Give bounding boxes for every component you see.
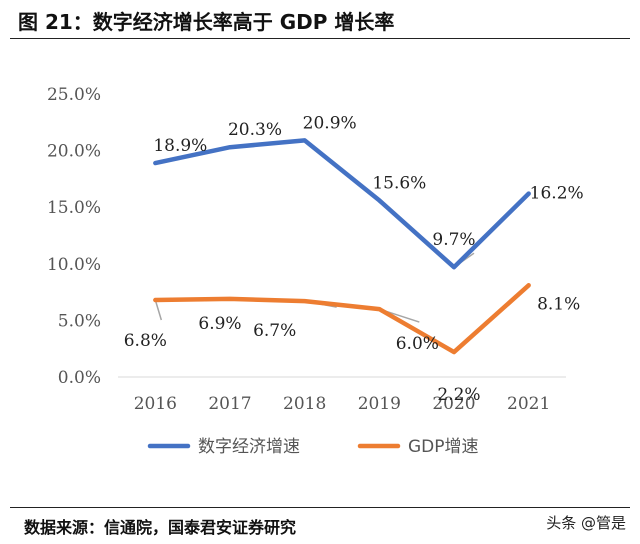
y-axis-ticks: 0.0% 5.0% 10.0% 15.0% 20.0% 25.0% [47,85,101,388]
data-labels: 18.9% 20.3% 20.9% 15.6% 9.7% 16.2% 6.8% 6.9% 6.7… [124,113,584,405]
y-tick-label: 0.0% [58,368,101,388]
bottom-rule [10,507,630,508]
data-label: 9.7% [432,230,475,250]
x-tick-label: 2018 [283,394,326,414]
x-tick-label: 2021 [507,394,550,414]
y-tick-label: 20.0% [47,142,101,162]
figure-title: 图 21：数字经济增长率高于 GDP 增长率 [18,10,395,34]
y-tick-label: 25.0% [47,85,101,105]
legend-label: GDP增速 [408,437,479,457]
x-tick-label: 2020 [432,394,475,414]
legend-label: 数字经济增速 [198,437,300,457]
series-line [153,138,531,270]
data-label: 16.2% [530,184,584,204]
x-tick-label: 2017 [208,394,251,414]
data-label: 6.8% [124,331,167,351]
series-lines [153,138,531,355]
series-line [153,283,531,355]
legend: 数字经济增速 GDP增速 [147,437,479,457]
x-axis-ticks: 2016 2017 2018 2019 2020 2021 [134,394,551,414]
data-label: 6.7% [253,321,296,341]
x-tick-label: 2019 [358,394,401,414]
data-label: 2.2% [437,385,480,405]
y-tick-label: 10.0% [47,255,101,275]
data-label: 20.3% [228,120,282,140]
data-label: 6.9% [198,314,241,334]
x-tick-label: 2016 [134,394,177,414]
label-leader-line [154,299,163,321]
data-label: 18.9% [153,136,207,156]
watermark: 头条 @管是 [546,514,626,532]
data-label: 15.6% [372,173,426,193]
data-label: 6.0% [396,334,439,354]
y-tick-label: 15.0% [47,198,101,218]
label-leader-lines [154,252,475,323]
data-label: 8.1% [537,294,580,314]
data-label: 20.9% [303,113,357,133]
y-tick-label: 5.0% [58,311,101,331]
source-note: 数据来源：信通院，国泰君安证券研究 [24,518,297,537]
title-rule [10,38,630,39]
